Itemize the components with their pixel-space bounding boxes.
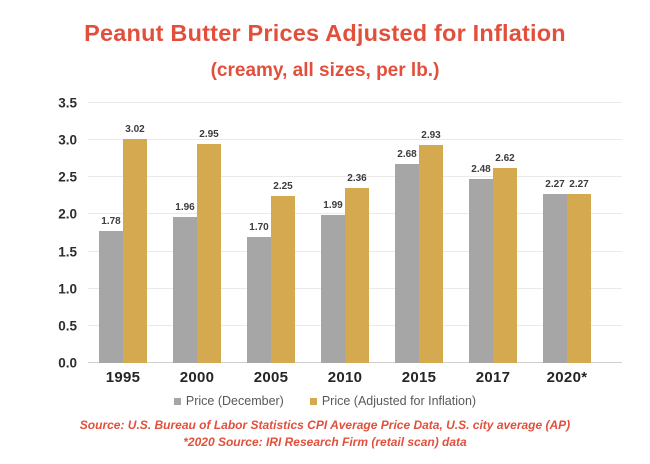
bar-group-2020: 2.27 2.27 2020* (543, 103, 591, 386)
bar-value-label: 2.27 (569, 179, 589, 191)
bar-value-label: 1.96 (175, 202, 195, 214)
bar-inflation: 2.27 (567, 179, 591, 363)
y-tick-label-0.5: 0.5 (58, 318, 77, 334)
bar-inflation: 2.95 (197, 129, 221, 363)
gold-swatch-icon (309, 397, 317, 405)
y-tick-label-2.0: 2.0 (58, 206, 77, 222)
chart-title: Peanut Butter Prices Adjusted for Inflat… (84, 20, 566, 46)
bar-group-2005: 1.70 2.25 2005 (247, 103, 295, 386)
legend-item-december: Price (December) (173, 394, 284, 408)
y-tick-label-1.5: 1.5 (58, 244, 77, 260)
bar-december: 2.68 (395, 149, 419, 363)
x-axis-label: 2017 (475, 369, 511, 386)
bar-value-label: 2.62 (495, 153, 515, 165)
legend-label-inflation: Price (Adjusted for Inflation) (321, 394, 477, 408)
bar-value-label: 1.70 (249, 221, 269, 233)
y-tick-label-3.0: 3.0 (58, 132, 77, 148)
gridline-3.5 (88, 102, 622, 103)
x-axis-label: 2000 (179, 369, 215, 386)
source-block: Source: U.S. Bureau of Labor Statistics … (0, 417, 650, 450)
bar-value-label: 2.27 (545, 179, 565, 191)
bar-groups: 1.78 3.02 1995 1.96 2.95 2000 1.70 2.25 2005 1.99… (88, 103, 622, 386)
plot-area: 1.78 3.02 1995 1.96 2.95 2000 1.70 2.25 2005 1.99… (58, 96, 622, 386)
bar-value-label: 2.25 (273, 180, 293, 192)
bar-group-2010: 1.99 2.36 2010 (321, 103, 369, 386)
y-tick-label-0.0: 0.0 (58, 355, 77, 371)
bar-december: 1.99 (321, 200, 345, 363)
bar-value-label: 2.95 (199, 128, 219, 140)
y-tick-label-1.0: 1.0 (58, 281, 77, 297)
legend-label-december: Price (December) (185, 394, 284, 408)
bar-value-label: 2.48 (471, 163, 491, 175)
source-line-2: *2020 Source: IRI Research Firm (retail … (183, 434, 467, 449)
bar-december: 1.70 (247, 222, 271, 363)
gridline-2.5 (88, 176, 622, 178)
x-axis-label: 2015 (401, 369, 437, 386)
bar-inflation: 3.02 (123, 124, 147, 363)
bar-december: 1.96 (173, 202, 197, 363)
bar-december: 2.27 (543, 179, 567, 363)
gray-swatch-icon (173, 397, 181, 405)
bar-value-label: 2.68 (397, 148, 417, 160)
bar-value-label: 1.78 (101, 215, 121, 227)
bar-value-label: 2.36 (347, 172, 367, 184)
chart-subtitle: (creamy, all sizes, per lb.) (210, 60, 440, 81)
legend: Price (December) Price (Adjusted for Inf… (0, 394, 650, 408)
bar-group-2000: 1.96 2.95 2000 (173, 103, 221, 386)
legend-item-inflation: Price (Adjusted for Inflation) (309, 394, 477, 408)
source-line-1: Source: U.S. Bureau of Labor Statistics … (79, 418, 571, 432)
bar-value-label: 2.93 (421, 130, 441, 142)
bar-group-1995: 1.78 3.02 1995 (99, 103, 147, 386)
bar-value-label: 1.99 (323, 200, 343, 212)
bar-group-2017: 2.48 2.62 2017 (469, 103, 517, 386)
bar-inflation: 2.93 (419, 130, 443, 363)
bar-december: 1.78 (99, 216, 123, 363)
x-axis-label: 1995 (105, 369, 141, 386)
x-axis-label: 2010 (327, 369, 363, 386)
y-tick-label-3.5: 3.5 (58, 95, 77, 111)
bar-group-2015: 2.68 2.93 2015 (395, 103, 443, 386)
bar-value-label: 3.02 (125, 123, 145, 135)
bar-inflation: 2.25 (271, 181, 295, 363)
bar-inflation: 2.36 (345, 173, 369, 363)
bar-december: 2.48 (469, 164, 493, 363)
x-axis-label: 2020* (546, 369, 588, 386)
x-axis-label: 2005 (253, 369, 289, 386)
gridline-3.0 (88, 139, 622, 141)
bar-inflation: 2.62 (493, 153, 517, 363)
y-tick-label-2.5: 2.5 (58, 169, 77, 185)
